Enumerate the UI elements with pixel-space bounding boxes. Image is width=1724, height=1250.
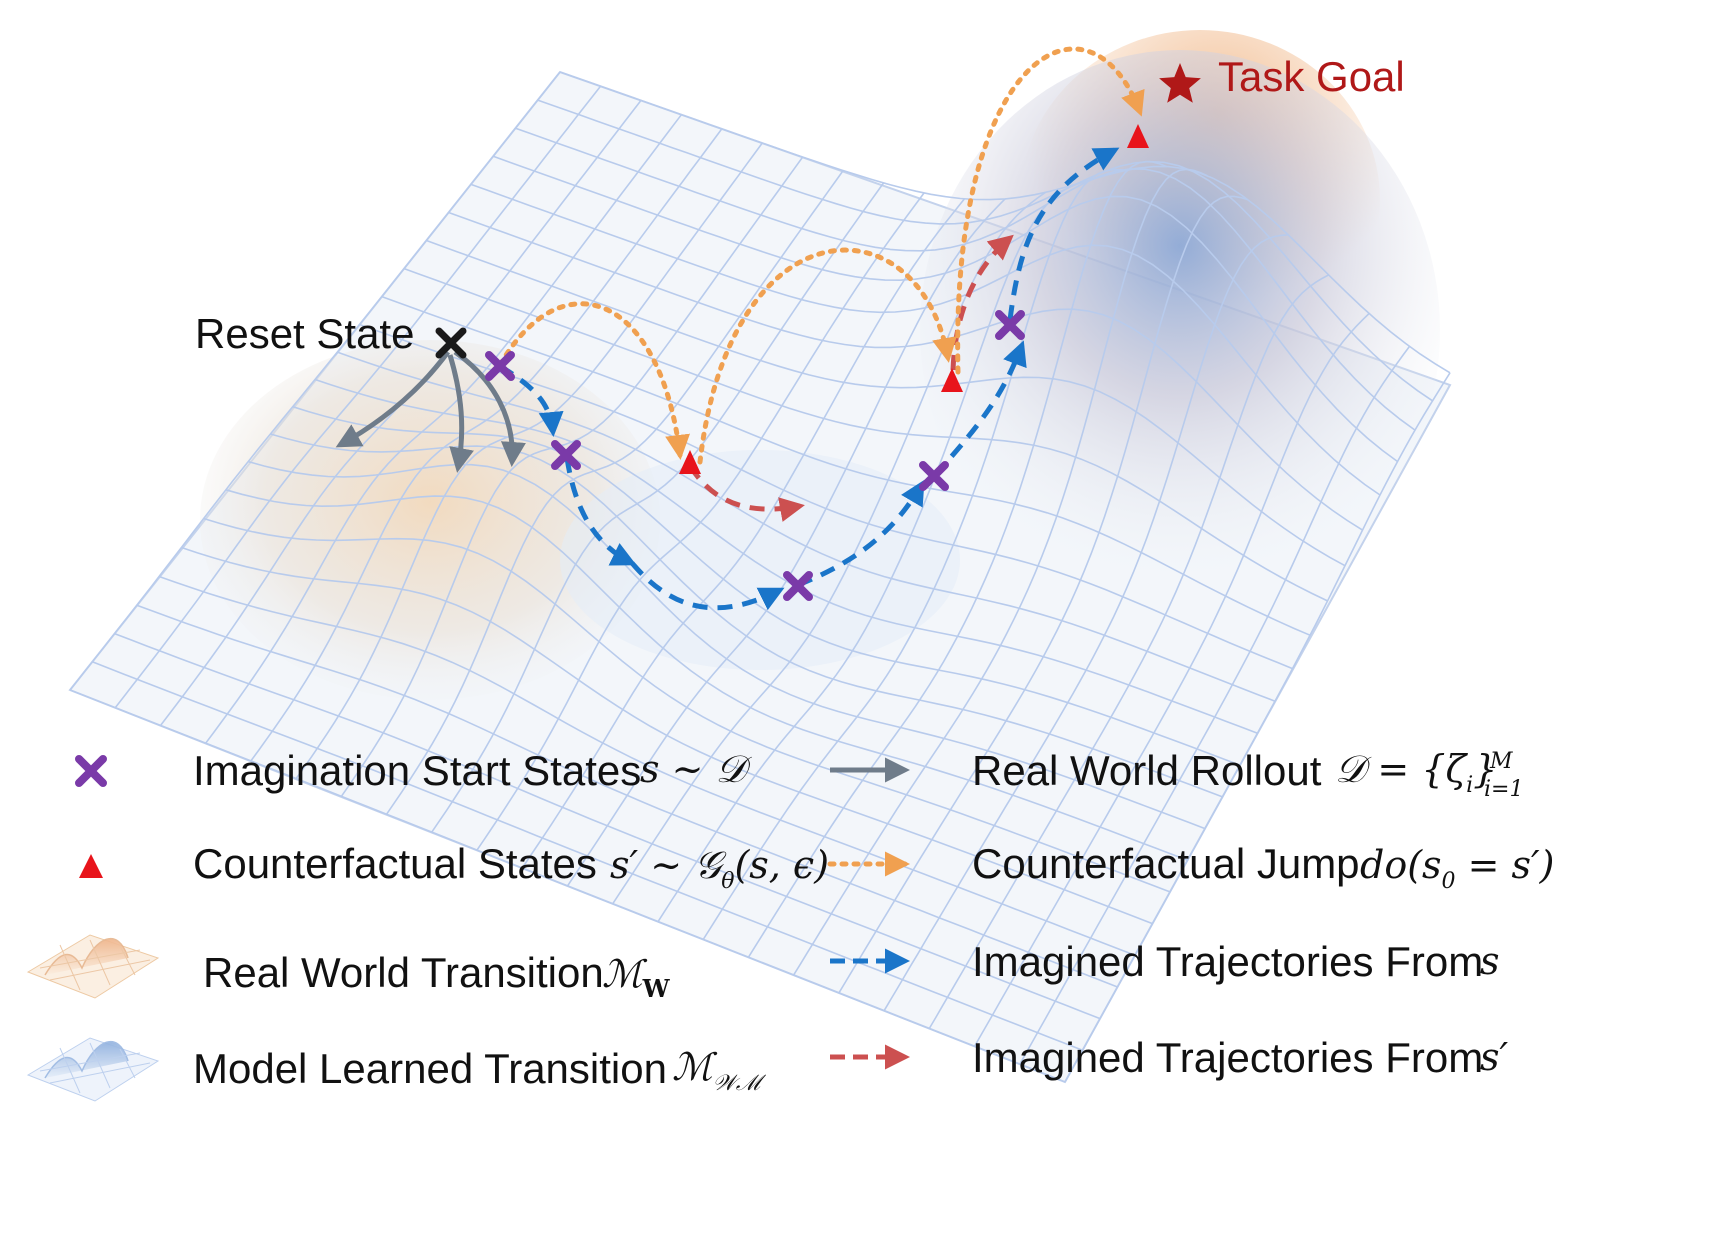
grid-line bbox=[337, 351, 1276, 702]
start-state-marker bbox=[919, 461, 949, 491]
legend-start-states-math: s ~ 𝒟 bbox=[640, 747, 752, 791]
rollout-math-main: 𝒟 = {ζ bbox=[1335, 747, 1468, 791]
purple-cross-icon bbox=[75, 755, 107, 787]
grid-line bbox=[612, 191, 1046, 905]
start-state-marker bbox=[783, 571, 813, 601]
grid-line bbox=[838, 195, 1248, 994]
blue-trajectory-arrow bbox=[933, 340, 1027, 477]
grid-line bbox=[515, 127, 1416, 431]
legend-real-transition-math: ℳW bbox=[602, 952, 671, 1003]
jump-math-tail: = s′) bbox=[1456, 843, 1555, 887]
blue-trajectory-arrow bbox=[797, 479, 925, 588]
surface-landscape bbox=[68, 30, 1452, 1084]
cf-math-tail: (s, ϵ) bbox=[734, 843, 829, 887]
start-state-marker bbox=[485, 351, 515, 381]
cf-math-main: s′ ~ 𝒢 bbox=[610, 843, 727, 887]
counterfactual-jumps bbox=[497, 46, 1145, 465]
red-trajectory-arrow bbox=[950, 234, 1014, 371]
legend-imagined-from-s-label: Imagined Trajectories From bbox=[972, 938, 1483, 985]
start-state-marker bbox=[551, 440, 581, 470]
legend-counterfactual-jump-label: Counterfactual Jump bbox=[972, 840, 1360, 887]
jump-arrow bbox=[497, 301, 690, 460]
legend-counterfactual-states-label: Counterfactual States bbox=[193, 840, 597, 887]
grid-line bbox=[1019, 345, 1411, 1065]
imagined-trajectories-from-s-prime bbox=[687, 234, 1014, 522]
right-peak-shading bbox=[920, 50, 1440, 610]
legend-start-states-label: Imagination Start States bbox=[193, 747, 641, 794]
rollout-math-sub: i=1 bbox=[1484, 777, 1523, 802]
blue-surface-icon bbox=[26, 1037, 160, 1102]
rollout-arrow bbox=[447, 354, 474, 473]
grid-line bbox=[559, 71, 1451, 374]
legend-real-transition-label: Real World Transition bbox=[203, 949, 604, 996]
rollout-math-sup: M bbox=[1489, 749, 1513, 774]
legend-model-transition-math: ℳ𝒲ℳ bbox=[672, 1045, 767, 1096]
red-trajectory-arrow bbox=[687, 464, 805, 522]
grid-line bbox=[973, 312, 1370, 1047]
legend-imagined-from-s-prime-label: Imagined Trajectories From bbox=[972, 1034, 1483, 1081]
grid-line bbox=[883, 234, 1289, 1012]
jump-math-sub: 0 bbox=[1442, 869, 1456, 894]
legend-model-transition-label: Model Learned Transition bbox=[193, 1045, 667, 1092]
rollout-math-sub-i: i bbox=[1466, 773, 1473, 798]
goal-star-icon bbox=[1159, 63, 1201, 103]
grid-line bbox=[359, 323, 1293, 670]
grid-line bbox=[426, 239, 1346, 567]
legend-imagined-from-s-math: s bbox=[1480, 939, 1500, 983]
red-triangle-icon bbox=[79, 854, 103, 878]
model-math-main: ℳ bbox=[672, 1045, 718, 1089]
grid-line bbox=[448, 211, 1363, 531]
reset-state-marker bbox=[435, 327, 467, 359]
valley-shading bbox=[560, 450, 960, 670]
counterfactual-state-marker bbox=[1127, 124, 1149, 148]
counterfactual-state-marker bbox=[941, 368, 963, 392]
grid-line bbox=[1064, 372, 1451, 1083]
real-math-main: ℳ bbox=[602, 952, 648, 996]
grid-line bbox=[928, 274, 1329, 1029]
grid-line bbox=[747, 160, 1168, 958]
grid-line bbox=[381, 295, 1311, 636]
legend-counterfactual-jump-math: do(s0 = s′) bbox=[1360, 843, 1554, 894]
jump-arrow bbox=[955, 46, 1145, 375]
grid-line bbox=[470, 183, 1381, 496]
start-state-marker bbox=[995, 310, 1025, 340]
orange-surface-icon bbox=[26, 934, 160, 999]
cf-math-sub: θ bbox=[721, 869, 734, 894]
counterfactual-state-marker bbox=[679, 450, 701, 474]
real-world-rollouts bbox=[335, 349, 526, 473]
grid-line bbox=[492, 155, 1398, 463]
legend-real-rollout-math: 𝒟 = {ζi} bbox=[1335, 747, 1497, 798]
blue-trajectory-arrow bbox=[1007, 147, 1120, 321]
grid-line bbox=[566, 198, 1006, 887]
legend: Imagination Start States s ~ 𝒟 Counterfa… bbox=[26, 747, 1554, 1102]
legend-imagined-from-s-prime-math: s′ bbox=[1480, 1035, 1509, 1079]
task-goal-label: Task Goal bbox=[1218, 53, 1405, 100]
surface-grid bbox=[69, 71, 1451, 1083]
jump-arrow bbox=[697, 247, 957, 465]
real-math-sub: W bbox=[642, 974, 671, 1003]
blue-trajectory-arrow bbox=[630, 561, 785, 611]
jump-math-main: do(s bbox=[1360, 843, 1442, 887]
grid-line bbox=[702, 168, 1127, 940]
rollout-arrow bbox=[453, 349, 526, 467]
rollout-arrow bbox=[335, 350, 451, 448]
grid-line bbox=[403, 267, 1328, 602]
legend-counterfactual-states-math: s′ ~ 𝒢θ(s, ϵ) bbox=[610, 843, 829, 894]
grid-line bbox=[657, 180, 1087, 923]
rollout-math-close: } bbox=[1473, 747, 1497, 791]
grid-line bbox=[792, 168, 1208, 976]
model-math-sub: 𝒲ℳ bbox=[713, 1071, 767, 1096]
legend-real-rollout-label: Real World Rollout bbox=[972, 747, 1322, 794]
reset-state-label: Reset State bbox=[195, 310, 414, 357]
grid-line bbox=[537, 99, 1433, 402]
